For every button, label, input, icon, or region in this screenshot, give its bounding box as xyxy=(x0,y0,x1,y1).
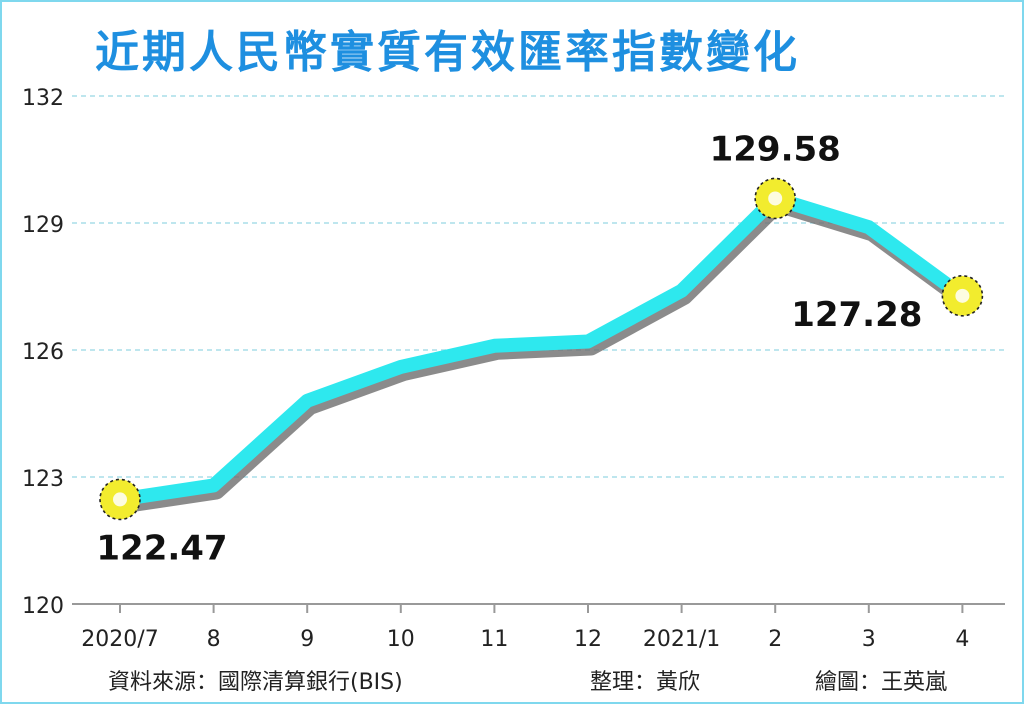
data-label: 129.58 xyxy=(710,129,841,169)
x-tick-label: 2020/7 xyxy=(81,627,158,652)
x-tick-label: 10 xyxy=(387,627,415,652)
editor-credit: 整理：黃欣 xyxy=(590,670,701,695)
y-tick-label: 132 xyxy=(22,86,64,111)
marker-center xyxy=(955,288,970,303)
x-tick-label: 12 xyxy=(574,627,602,652)
x-tick-label: 8 xyxy=(207,627,221,652)
data-label: 127.28 xyxy=(791,295,922,335)
x-tick-label: 4 xyxy=(955,627,969,652)
y-tick-label: 126 xyxy=(22,340,64,365)
source-note: 資料來源：國際清算銀行(BIS) xyxy=(108,670,403,695)
x-tick-label: 2 xyxy=(768,627,782,652)
x-tick-label: 3 xyxy=(862,627,876,652)
marker-center xyxy=(113,492,127,507)
x-tick-label: 11 xyxy=(480,627,508,652)
markers xyxy=(99,177,984,521)
labels: 132 129 126 123 120 2020/7 8 9 10 11 12 2021/1 2 3 4 12… xyxy=(22,86,969,652)
series-line xyxy=(113,191,970,507)
data-label: 122.47 xyxy=(96,528,227,568)
chart-title: 近期人民幣實質有效匯率指數變化 xyxy=(95,27,800,78)
x-tick-label: 2021/1 xyxy=(643,627,720,652)
series xyxy=(113,191,974,514)
marker-center xyxy=(768,191,783,206)
x-axis xyxy=(72,603,1005,613)
y-tick-label: 129 xyxy=(22,213,64,238)
y-tick-label: 120 xyxy=(22,594,64,619)
x-tick-label: 9 xyxy=(300,627,314,652)
artist-credit: 繪圖：王英嵐 xyxy=(815,670,948,695)
grid-lines xyxy=(72,95,1005,478)
y-tick-label: 123 xyxy=(22,467,64,492)
